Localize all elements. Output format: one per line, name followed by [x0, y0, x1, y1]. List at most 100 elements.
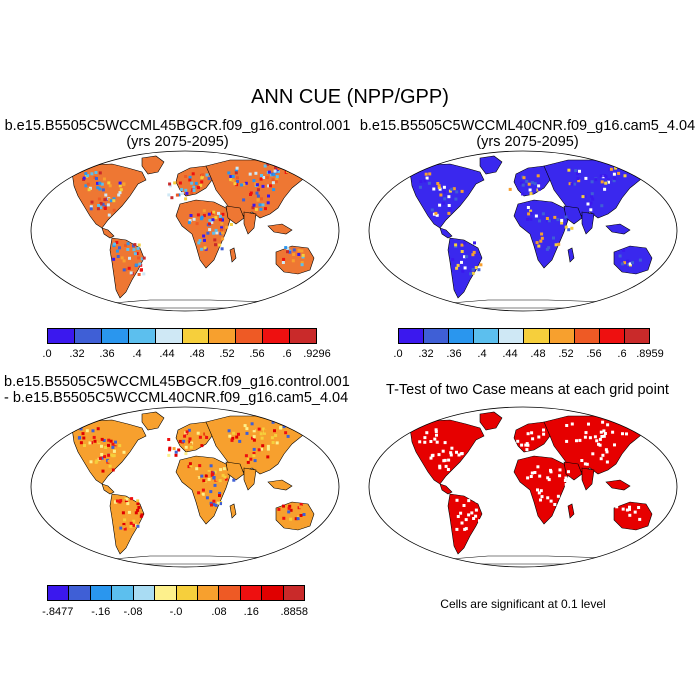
grid-cell [242, 182, 246, 186]
grid-cell [200, 247, 204, 251]
grid-cell [217, 211, 220, 215]
grid-cell [288, 504, 292, 508]
grid-cell [521, 183, 525, 187]
grid-cell [567, 470, 570, 474]
colorbar-swatch [219, 586, 241, 600]
grid-cell [269, 184, 272, 188]
grid-cell [628, 262, 632, 266]
grid-cell [474, 508, 478, 512]
grid-cell [213, 483, 217, 487]
grid-cell [628, 507, 631, 511]
grid-cell [266, 162, 269, 166]
grid-cell [576, 172, 579, 176]
grid-cell [88, 441, 92, 445]
grid-cell [473, 241, 476, 245]
grid-cell [539, 239, 543, 243]
grid-cell [537, 435, 541, 439]
grid-cell [207, 471, 211, 475]
grid-cell [96, 207, 100, 211]
grid-cell [185, 191, 189, 195]
grid-cell [184, 175, 188, 178]
grid-cell [112, 244, 116, 248]
grid-cell [211, 218, 215, 222]
grid-cell [107, 197, 111, 201]
grid-cell [506, 189, 510, 193]
grid-cell [196, 213, 200, 217]
grid-cell [443, 458, 447, 462]
grid-cell [114, 500, 118, 504]
landmass [581, 211, 595, 235]
grid-cell [266, 444, 270, 448]
grid-cell [530, 431, 534, 435]
grid-cell [190, 434, 194, 438]
grid-cell [120, 256, 124, 260]
grid-cell [599, 430, 603, 434]
grid-cell [584, 431, 588, 435]
grid-cell [178, 181, 182, 185]
colorbar-swatch [209, 329, 237, 343]
colorbar-swatch [574, 329, 600, 343]
grid-cell [531, 437, 535, 441]
grid-cell [221, 212, 225, 216]
grid-cell [615, 505, 619, 509]
grid-cell [299, 502, 303, 506]
grid-cell [266, 455, 270, 459]
grid-cell [516, 450, 520, 453]
grid-cell [470, 511, 474, 515]
grid-cell [101, 188, 105, 192]
grid-cell [83, 444, 86, 447]
grid-cell [612, 179, 616, 183]
grid-cell [118, 500, 122, 504]
grid-cell [591, 197, 595, 201]
grid-cell [603, 174, 607, 178]
landmass [439, 227, 453, 239]
grid-cell [449, 453, 453, 457]
grid-cell [138, 262, 142, 266]
grid-cell [256, 198, 260, 202]
colorbar-tick-label: .44 [502, 348, 518, 360]
map-border [368, 150, 678, 312]
colorbar-labels-bottom-left: -.8477 -.16 -.08 -.0 .08 .16 .8858 [42, 606, 308, 620]
grid-cell [188, 178, 192, 182]
grid-cell [118, 191, 122, 195]
grid-cell [275, 175, 279, 179]
grid-cell [529, 209, 533, 213]
colorbar-labels-top-right: .0 .32 .36 .4 .44 .48 .52 .56 .6 .8959 [393, 348, 663, 362]
panel-title-top-left: b.e15.B5505C5WCCML45BGCR.f09_g16.control… [4, 118, 351, 134]
landmass [613, 501, 653, 531]
grid-cell [508, 442, 512, 446]
grid-cell [586, 202, 590, 206]
grid-cell [112, 449, 116, 453]
colorbar-tick-label: .4 [477, 348, 487, 360]
grid-cell [578, 169, 581, 173]
significance-note: Cells are significant at 0.1 level [440, 597, 606, 611]
grid-cell [112, 257, 116, 261]
grid-cell [538, 219, 541, 223]
grid-cell [206, 493, 210, 497]
grid-cell [185, 441, 189, 445]
grid-cell [472, 517, 476, 520]
grid-cell [286, 162, 289, 166]
colorbar-tick-label: .6 [282, 348, 292, 360]
grid-cell [244, 181, 248, 185]
colorbar-tick-label: -.0 [169, 606, 183, 618]
grid-cell [231, 174, 235, 178]
grid-cell [136, 508, 140, 512]
grid-cell [82, 436, 86, 440]
grid-cell [184, 197, 188, 201]
grid-cell [271, 178, 275, 182]
grid-cell [236, 180, 239, 183]
colorbar-swatch [424, 329, 450, 343]
grid-cell [623, 162, 627, 166]
grid-cell [220, 228, 223, 232]
grid-cell [220, 226, 224, 230]
colorbar-swatch [262, 586, 284, 600]
grid-cell [202, 479, 206, 483]
colorbar-tick-label: .16 [243, 606, 259, 618]
grid-cell [183, 434, 187, 438]
landmass [581, 467, 595, 491]
grid-cell [86, 182, 90, 186]
grid-cell [184, 445, 188, 449]
grid-cell [601, 453, 605, 457]
grid-cell [177, 448, 181, 452]
